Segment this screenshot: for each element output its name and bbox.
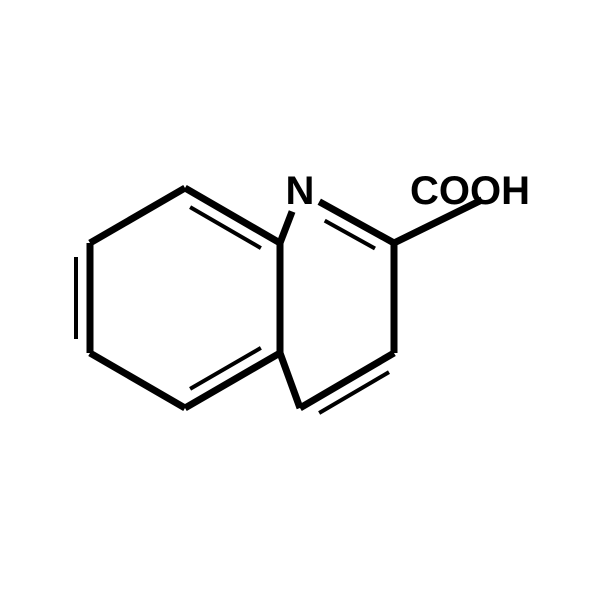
atom-label: N <box>286 169 315 213</box>
bond-line <box>185 188 280 243</box>
molecule-diagram: N COOH <box>0 0 600 600</box>
atom-label: COOH <box>410 169 530 213</box>
bond-line <box>280 212 292 243</box>
bond-line <box>90 188 185 243</box>
bond-line <box>90 353 185 408</box>
bond-line <box>280 353 300 408</box>
bond-line <box>300 353 394 408</box>
bond-line <box>185 353 280 408</box>
